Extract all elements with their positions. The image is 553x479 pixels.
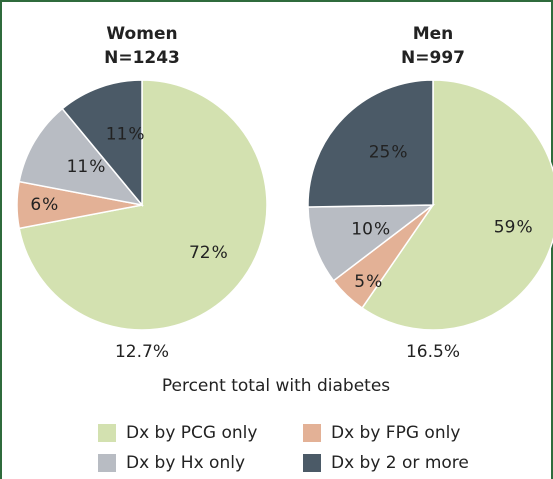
data-label: 5: [354, 272, 365, 292]
percent-sign: %: [374, 220, 390, 240]
percent-sign: %: [212, 243, 228, 263]
chart-title: Men: [413, 24, 454, 44]
legend-label: Dx by PCG only: [126, 423, 257, 443]
annotation: 16.5%: [406, 342, 460, 362]
pie-slice: [18, 79, 268, 331]
percent-sign: %: [391, 142, 407, 162]
data-label: 11: [67, 157, 89, 177]
data-label: 11: [106, 124, 128, 144]
chart-title: Women: [106, 24, 177, 44]
pie-slice: [361, 79, 553, 331]
legend-swatch: [98, 454, 116, 472]
legend-label: Dx by Hx only: [126, 453, 245, 473]
percent-sign: %: [366, 272, 382, 292]
chart-subtitle: N=997: [401, 48, 465, 68]
data-label: 59: [494, 217, 516, 237]
data-label: 72: [189, 243, 211, 263]
legend-swatch: [98, 424, 116, 442]
pie-slice: [307, 204, 436, 282]
data-label: 25: [369, 142, 391, 162]
percent-sign: %: [42, 195, 58, 215]
percent-sign: %: [89, 157, 105, 177]
legend-swatch: [303, 424, 321, 442]
data-label: 6: [30, 195, 41, 215]
legend-label: Dx by 2 or more: [331, 453, 469, 473]
legend-label: Dx by FPG only: [331, 423, 460, 443]
caption: Percent total with diabetes: [162, 376, 390, 396]
legend-swatch: [303, 454, 321, 472]
pie-slice: [18, 107, 144, 207]
percent-sign: %: [516, 217, 532, 237]
data-label: 10: [351, 220, 373, 240]
chart-subtitle: N=1243: [104, 48, 180, 68]
percent-sign: %: [128, 124, 144, 144]
annotation: 12.7%: [115, 342, 169, 362]
pie-slice: [307, 79, 434, 208]
pie-slice: [61, 79, 143, 208]
